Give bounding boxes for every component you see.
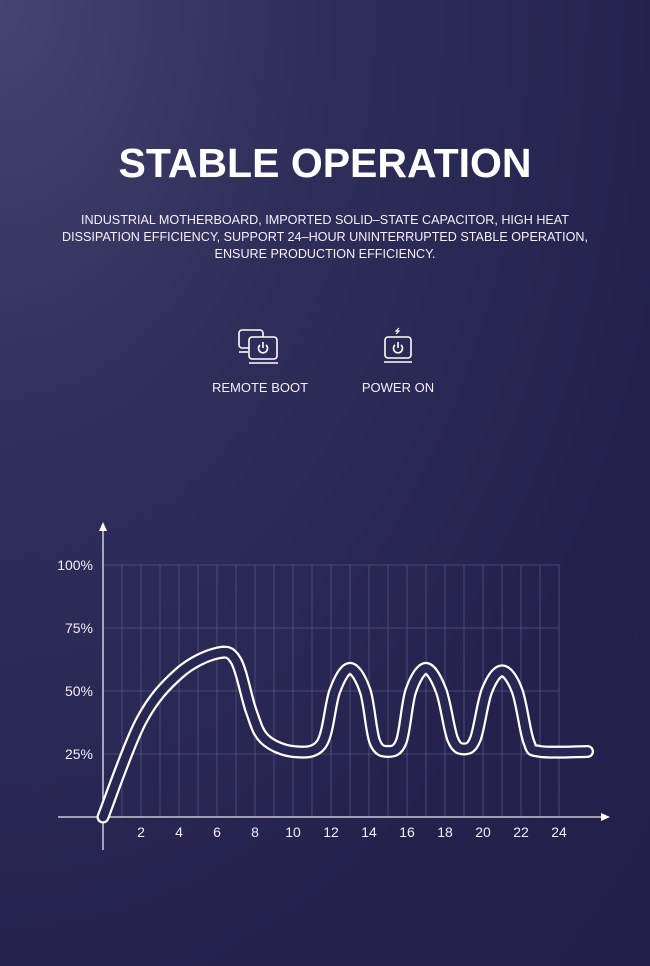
chart-axes [58,522,610,850]
feature-label: POWER ON [361,380,435,395]
y-tick-label: 75% [65,620,93,636]
usage-chart: 2 4 6 8 10 12 14 16 18 20 22 24 25%50%75%100% [57,522,610,850]
chart-grid [103,564,560,817]
description-line: INDUSTRIAL MOTHERBOARD, IMPORTED SOLID–S… [81,213,569,227]
x-tick-label: 2 [137,824,145,840]
x-tick-label: 10 [285,824,301,840]
x-tick-label: 20 [475,824,491,840]
x-tick-label: 18 [437,824,453,840]
x-axis-arrow [601,813,610,821]
x-tick-label: 6 [213,824,221,840]
x-tick-label: 12 [323,824,339,840]
x-tick-label: 8 [251,824,259,840]
feature-power-on: POWER ON [328,326,468,395]
power-on-icon [384,327,412,363]
x-tick-label: 16 [399,824,415,840]
x-tick-label: 24 [551,824,567,840]
feature-remote-boot: REMOTE BOOT [190,326,330,395]
feature-label: REMOTE BOOT [211,380,309,395]
x-tick-label: 4 [175,824,183,840]
remote-boot-icon [238,329,278,364]
page-title: STABLE OPERATION [118,140,532,186]
y-tick-label: 25% [65,746,93,762]
x-tick-label: 22 [513,824,529,840]
y-tick-label: 100% [57,557,93,573]
x-tick-label: 14 [361,824,377,840]
y-tick-label: 50% [65,683,93,699]
description-line: DISSIPATION EFFICIENCY, SUPPORT 24–HOUR … [61,230,588,244]
description: INDUSTRIAL MOTHERBOARD, IMPORTED SOLID–S… [0,212,650,263]
description-line: ENSURE PRODUCTION EFFICIENCY. [214,247,436,261]
series-line-fill [98,647,592,822]
y-axis-arrow [99,522,107,531]
